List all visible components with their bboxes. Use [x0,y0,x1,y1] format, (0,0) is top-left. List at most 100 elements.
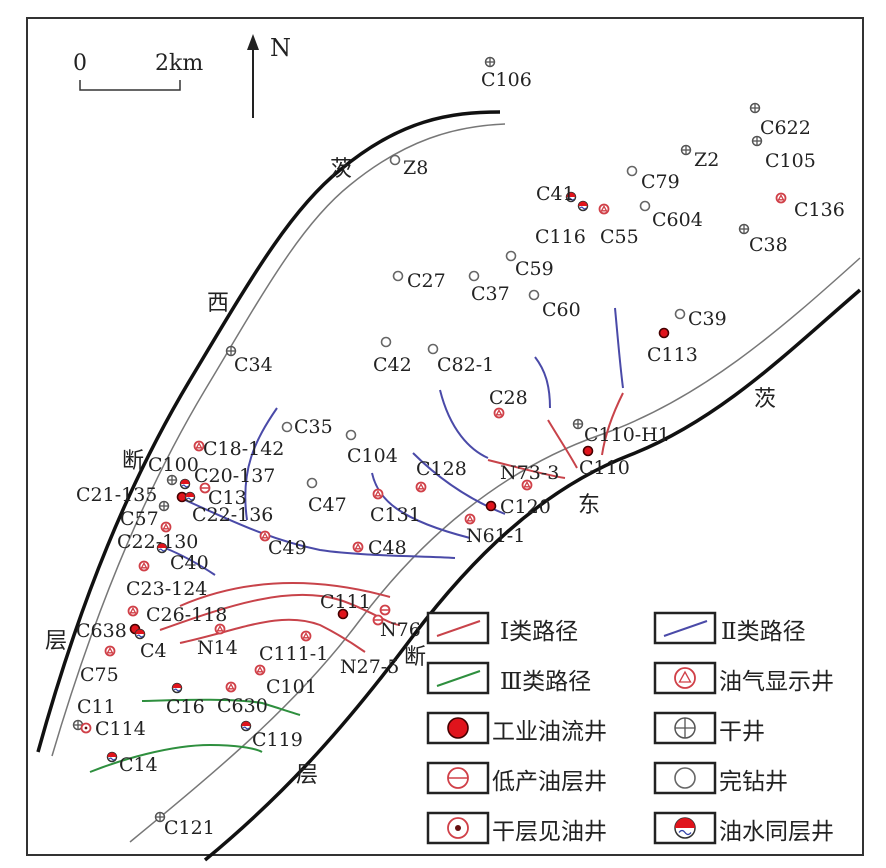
migration-paths [89,307,624,773]
oil-gas-show-well-icon [214,623,226,635]
oil-gas-show-well-icon [352,541,364,553]
well-label: C106 [481,69,532,91]
well-c23-124: C23-124 [126,560,207,600]
well-label: N76 [380,619,421,641]
well-c14: C14 [106,751,158,776]
east-fault [129,257,862,862]
well-c26-118: C26-118 [127,604,227,626]
well-n76: N76 [379,604,421,641]
class-I-path [547,419,578,469]
class-II-path [184,499,456,559]
well-c110: C110 [579,445,630,479]
oil-gas-show-well-icon [372,488,384,500]
legend-item-dry-layer-oil: 干层见油井 [426,811,607,845]
completed-well-icon [626,165,638,177]
well-label: C40 [170,552,209,574]
well-label: C42 [373,354,412,376]
well-label: C101 [266,676,317,698]
well-c48: C48 [352,537,407,559]
well-label: C22-136 [192,504,273,526]
oil-water-well-icon [106,751,118,763]
oil-water-well-icon [240,720,252,732]
well-c11: C11 [72,696,116,731]
well-label: C41 [536,183,575,205]
legend-item-dry: 干井 [653,711,765,745]
class-I-path [601,392,624,456]
well-c22-136: C22-136 [184,491,273,526]
well-c111-1: C111-1 [259,630,328,665]
well-c106: C106 [481,56,532,91]
dry-well-icon [154,811,166,823]
oil-water-well-icon [134,628,146,640]
well-label: C23-124 [126,578,207,600]
oil-gas-show-well-icon [415,481,427,493]
legend-item-industrial: 工业油流井 [426,711,607,745]
legend-item-low-production: 低产油层井 [426,761,607,795]
legend-label: 工业油流井 [492,719,607,745]
well-c110-h1: C110-H1 [572,418,670,446]
dry-layer-oil-well-icon [447,817,469,839]
fault-label: 茨 [754,387,776,412]
fault-labels: 茨 西 断 层 茨 东 断 层 [45,157,776,788]
oil-water-well-icon [674,817,696,839]
oil-gas-show-well-icon [674,667,696,689]
well-c75: C75 [80,645,119,686]
well-c104: C104 [345,429,398,467]
fault-label: 断 [122,449,144,474]
dry-well-icon [738,223,750,235]
class-II-path [614,307,624,389]
well-label: C55 [600,226,639,248]
well-c57: C57 [120,500,170,530]
oil-gas-show-well-icon [775,192,787,204]
legend-label: Ⅱ类路径 [721,619,806,645]
well-n61-1: N61-1 [464,513,525,547]
well-label: C100 [148,454,199,476]
well-c120: C120 [485,496,551,518]
oil-gas-show-well-icon [160,521,172,533]
well-label: N14 [197,637,238,659]
fault-label: 西 [207,291,229,316]
well-c47: C47 [306,477,347,516]
class-III-path-swatch [436,670,481,687]
well-label: C119 [252,729,303,751]
oil-water-well-icon [156,542,168,554]
well-z8: Z8 [389,154,428,179]
well-n27-5: N27-5 [340,614,399,678]
legend-label: Ⅲ类路径 [500,669,591,695]
well-c49: C49 [259,530,307,559]
well-label: C59 [515,258,554,280]
well-label: C37 [471,283,510,305]
well-label: C105 [765,150,816,172]
legend-label: 油水同层井 [719,819,834,845]
well-c16: C16 [166,682,205,718]
well-label: N27-5 [340,656,399,678]
completed-well-icon [281,421,293,433]
well-label: N61-1 [466,525,525,547]
well-c604: C604 [639,200,703,231]
legend-label: 干层见油井 [492,819,607,845]
well-c60: C60 [528,289,581,321]
dry-well-icon [674,717,696,739]
completed-well-icon [345,429,357,441]
well-label: Z2 [694,149,719,171]
well-c40: C40 [156,542,209,574]
well-label: C57 [120,508,159,530]
dry-well-icon [225,345,237,357]
wells: C106 C622 C105 Z2 Z8 C79 C41 C116 C55 C604 C136 C38… [72,56,845,839]
well-label: C110 [579,457,630,479]
fault-label: 茨 [330,157,352,182]
class-II-path [534,356,551,409]
well-c105: C105 [751,135,816,172]
well-c79: C79 [626,165,680,193]
north-label: N [270,34,291,62]
well-label: C20-137 [194,465,275,487]
well-c35: C35 [281,416,333,438]
oil-gas-show-well-icon [225,681,237,693]
class-II-path [371,472,471,539]
industrial-well-icon [337,608,349,620]
well-label: C630 [217,695,268,717]
well-label: C16 [166,696,205,718]
well-label: C35 [294,416,333,438]
dry-well-icon [166,474,178,486]
well-c20-137: C20-137 [179,465,275,490]
